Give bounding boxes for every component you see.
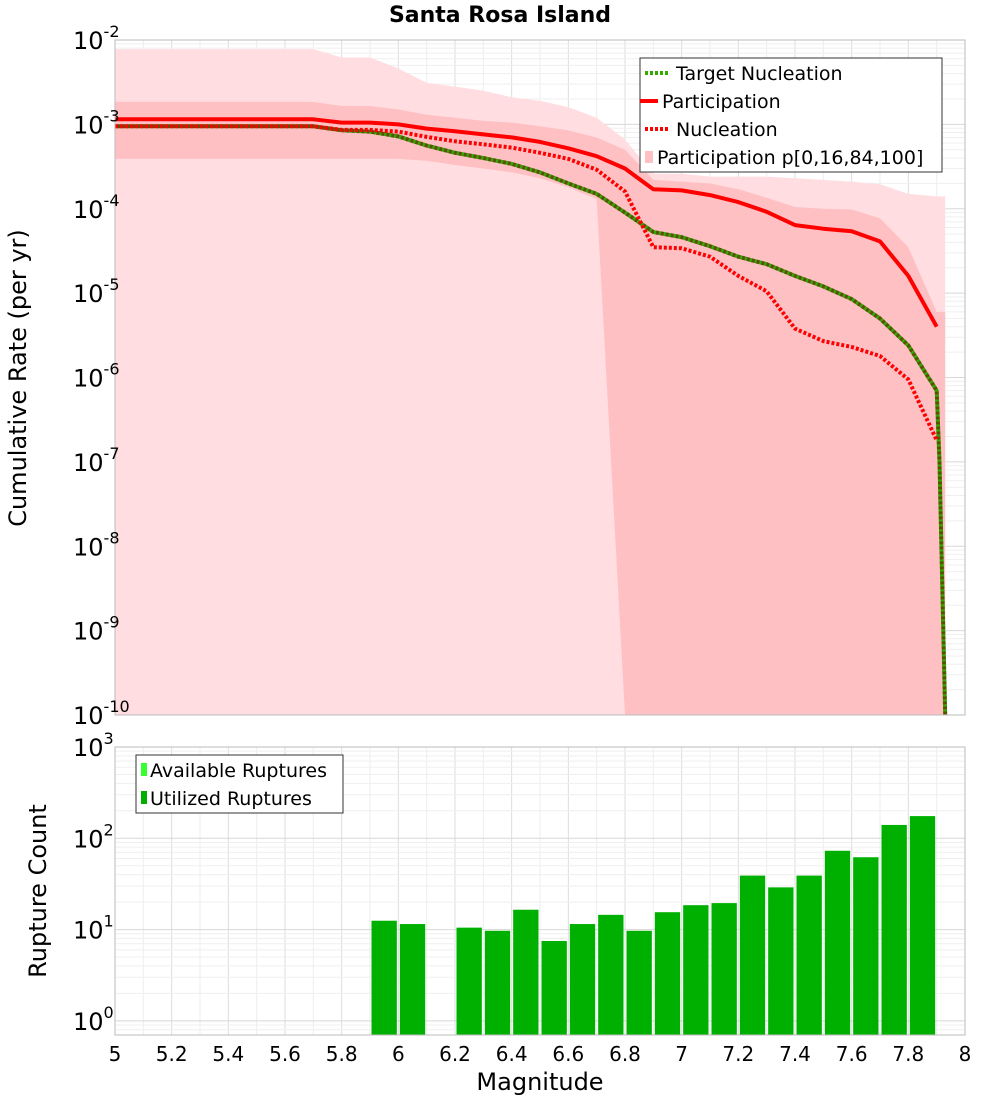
x-tick-label: 5.2 — [156, 1042, 188, 1066]
x-tick-labels: 5 5.2 5.4 5.6 5.8 6 6.2 6.4 6.6 6.8 7 7.2 7.4 7.6 7.8 8 — [109, 1042, 972, 1066]
x-tick-label: 6.8 — [609, 1042, 641, 1066]
y-tick-label: 101 — [73, 912, 114, 945]
x-tick-label: 7.8 — [892, 1042, 924, 1066]
x-tick-label: 6.4 — [496, 1042, 528, 1066]
bar-utilized-ruptures — [399, 924, 426, 1035]
top-plot-frame — [114, 39, 966, 716]
legend-label-target-nucleation: Target Nucleation — [675, 63, 843, 85]
x-tick-label: 8 — [959, 1042, 972, 1066]
y-tick-label: 10-3 — [73, 106, 120, 139]
x-tick-label: 7 — [675, 1042, 688, 1066]
x-tick-label: 6.2 — [439, 1042, 471, 1066]
y-tick-label: 103 — [73, 729, 114, 762]
series-line-target-nucleation-dark — [115, 124, 948, 716]
y-tick-label: 10-7 — [73, 444, 120, 477]
legend-label-nucleation: Nucleation — [676, 119, 778, 141]
x-tick-label: 5.8 — [326, 1042, 358, 1066]
bottom-legend: Available Ruptures Utilized Ruptures — [135, 754, 344, 814]
y-tick-label: 10-10 — [73, 697, 130, 730]
y-tick-label: 10-4 — [73, 191, 120, 224]
bar-utilized-ruptures — [626, 930, 652, 1035]
legend-label-participation-bands: Participation p[0,16,84,100] — [657, 147, 923, 169]
bottom-legend-box — [135, 754, 344, 814]
bar-utilized-ruptures — [569, 924, 596, 1035]
bar-utilized-ruptures — [484, 930, 511, 1035]
rupture-bars — [371, 816, 936, 1035]
bar-utilized-ruptures — [796, 875, 822, 1035]
bottom-plot-frame — [114, 746, 966, 1036]
legend-swatch-available — [141, 763, 147, 776]
bar-utilized-ruptures — [739, 875, 766, 1035]
x-tick-label: 5.4 — [212, 1042, 244, 1066]
bar-utilized-ruptures — [654, 912, 681, 1035]
bar-utilized-ruptures — [456, 927, 482, 1035]
bottom-y-tick-labels: 100 101 102 103 — [73, 729, 114, 1036]
top-legend: Target Nucleation Participation Nucleati… — [639, 57, 943, 173]
legend-label-participation: Participation — [662, 91, 781, 113]
x-axis-label: Magnitude — [476, 1068, 603, 1096]
bar-utilized-ruptures — [371, 920, 397, 1035]
y-tick-label: 10-6 — [73, 360, 120, 393]
rupture-count-panel: 100 101 102 103 Rupture Count Available Rup… — [24, 729, 971, 1096]
legend-label-available: Available Ruptures — [150, 760, 327, 782]
bar-utilized-ruptures — [683, 905, 709, 1035]
y-tick-label: 10-5 — [73, 275, 120, 308]
bar-utilized-ruptures — [881, 824, 907, 1035]
bottom-y-axis-label: Rupture Count — [24, 804, 52, 978]
x-tick-label: 7.4 — [779, 1042, 811, 1066]
chart-title: Santa Rosa Island — [389, 3, 611, 28]
x-tick-label: 5.6 — [269, 1042, 301, 1066]
x-tick-label: 6.6 — [552, 1042, 584, 1066]
legend-swatch-participation-bands — [645, 151, 653, 163]
x-tick-label: 6 — [392, 1042, 405, 1066]
bar-utilized-ruptures — [853, 857, 879, 1035]
bar-utilized-ruptures — [541, 940, 567, 1035]
y-tick-label: 10-8 — [73, 528, 120, 561]
bar-utilized-ruptures — [711, 903, 737, 1035]
series-line-participation — [115, 117, 939, 328]
y-tick-label: 10-2 — [73, 22, 120, 55]
y-tick-label: 10-9 — [73, 613, 120, 646]
legend-swatch-utilized — [141, 791, 147, 804]
y-tick-label: 100 — [73, 1003, 114, 1036]
x-tick-label: 7.2 — [722, 1042, 754, 1066]
bar-utilized-ruptures — [824, 850, 851, 1035]
bar-utilized-ruptures — [768, 887, 794, 1035]
x-tick-label: 7.6 — [836, 1042, 868, 1066]
top-y-axis-label: Cumulative Rate (per yr) — [4, 229, 32, 527]
bar-utilized-ruptures — [598, 914, 624, 1035]
cumulative-rate-panel: 10-10 10-9 10-8 10-7 10-6 10-5 10-4 10-3 10-2 Cu… — [4, 22, 966, 730]
bar-utilized-ruptures — [513, 909, 539, 1035]
legend-label-utilized: Utilized Ruptures — [150, 788, 312, 810]
y-tick-label: 102 — [73, 820, 114, 853]
bar-utilized-ruptures — [909, 816, 936, 1035]
top-legend-box — [639, 57, 943, 173]
series-line-nucleation — [115, 124, 939, 442]
x-tick-label: 5 — [109, 1042, 122, 1066]
rate-lines — [115, 117, 948, 716]
top-y-tick-labels: 10-10 10-9 10-8 10-7 10-6 10-5 10-4 10-3 10-2 — [73, 22, 130, 730]
